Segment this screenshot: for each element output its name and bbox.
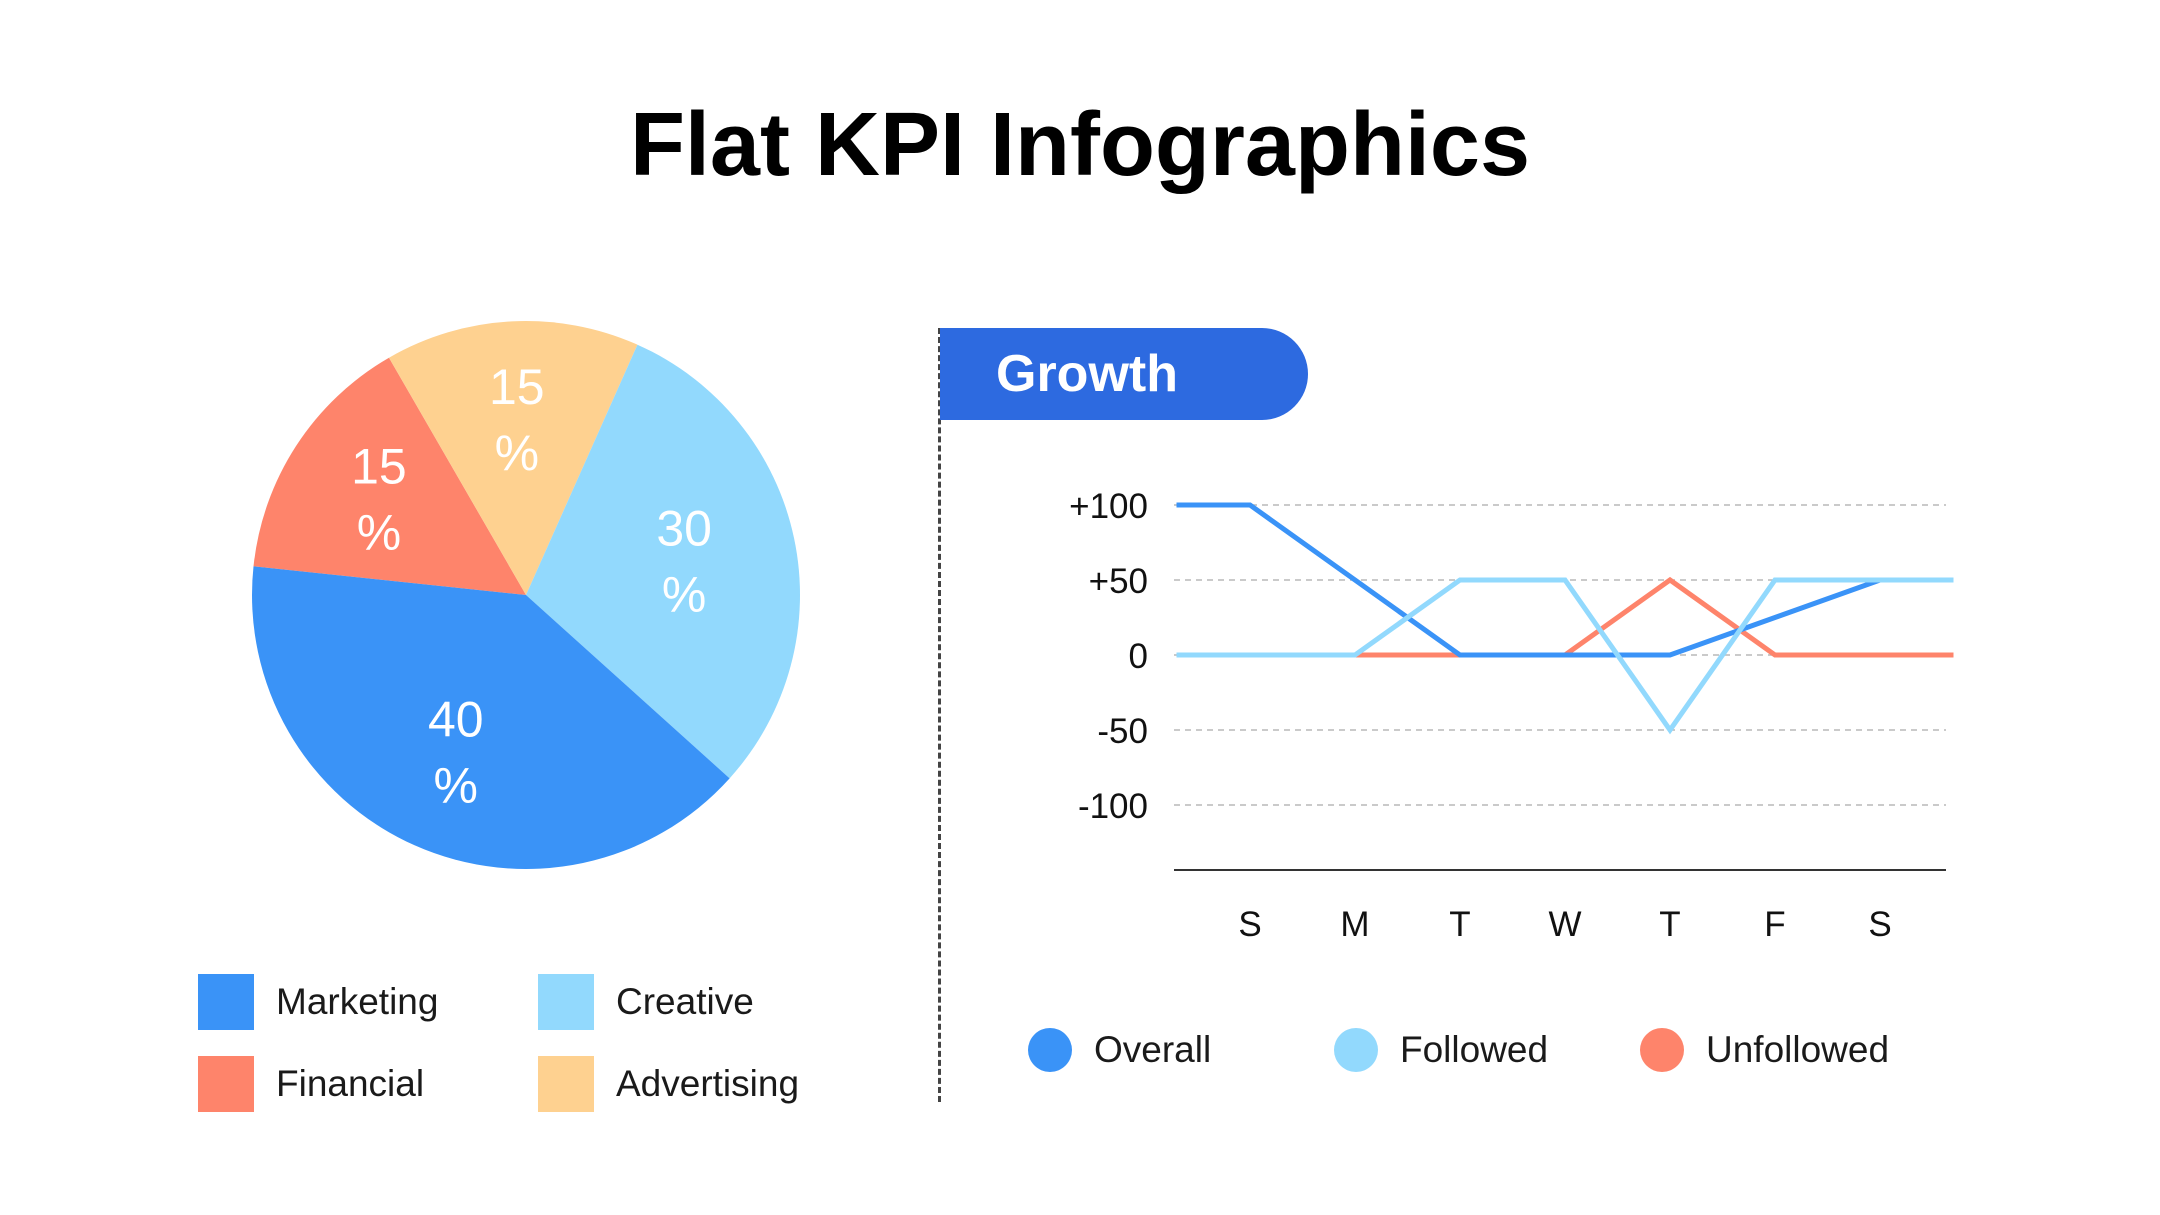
- legend-swatch-creative: [538, 974, 594, 1030]
- legend-item-marketing: Marketing: [198, 974, 438, 1030]
- pie-slice-marketing: [252, 566, 730, 869]
- pie-slice-creative: [526, 344, 801, 779]
- line-legend-overall: Overall: [1028, 1028, 1211, 1072]
- legend-swatch-financial: [198, 1056, 254, 1112]
- pie-label-value-financial: 15: [351, 438, 407, 494]
- legend-label-marketing: Marketing: [276, 981, 439, 1022]
- pie-label-percent-creative: %: [662, 566, 706, 622]
- legend-dot-unfollowed: [1640, 1028, 1684, 1072]
- legend-label-financial: Financial: [276, 1063, 425, 1104]
- line-legend-label-followed: Followed: [1400, 1029, 1549, 1070]
- growth-label: Growth: [996, 345, 1178, 403]
- x-tick-label: M: [1340, 905, 1369, 944]
- legend-item-advertising: Advertising: [538, 1056, 799, 1112]
- x-tick-label: S: [1868, 905, 1891, 944]
- pie-label-value-advertising: 15: [489, 359, 545, 415]
- line-legend-followed: Followed: [1334, 1028, 1548, 1072]
- y-tick-label: -50: [1097, 712, 1148, 751]
- legend-dot-overall: [1028, 1028, 1072, 1072]
- x-tick-label: T: [1449, 905, 1470, 944]
- pie-slice-advertising: [389, 320, 638, 595]
- pie-label-percent-marketing: %: [434, 758, 478, 814]
- line-legend-label-overall: Overall: [1094, 1029, 1212, 1070]
- legend-label-advertising: Advertising: [616, 1063, 800, 1104]
- page-title: Flat KPI Infographics: [629, 95, 1531, 195]
- pie-chart: 15% 15% 30% 40%: [252, 320, 801, 869]
- series-line-unfollowed: [1176, 576, 1954, 658]
- y-tick-label: +100: [1069, 487, 1148, 526]
- legend-swatch-advertising: [538, 1056, 594, 1112]
- x-tick-label: F: [1764, 905, 1785, 944]
- x-tick-label: T: [1659, 905, 1680, 944]
- legend-label-creative: Creative: [616, 981, 754, 1022]
- line-legend-unfollowed: Unfollowed: [1640, 1028, 1889, 1072]
- growth-tab: Growth: [940, 328, 1308, 420]
- y-tick-label: 0: [1129, 637, 1148, 676]
- series-line-followed: [1176, 577, 1954, 735]
- pie-label-value-marketing: 40: [428, 692, 484, 748]
- pie-label-value-creative: 30: [656, 500, 712, 556]
- dashed-divider: [938, 328, 941, 1102]
- legend-dot-followed: [1334, 1028, 1378, 1072]
- y-tick-label: -100: [1078, 787, 1148, 826]
- x-tick-label: W: [1548, 905, 1581, 944]
- pie-label-percent-financial: %: [357, 504, 401, 560]
- x-tick-label: S: [1238, 905, 1261, 944]
- line-chart: +100 +50 0 -50 -100 S M T W T F S: [1069, 487, 1954, 944]
- pie-slice-financial: [253, 357, 526, 595]
- legend-swatch-marketing: [198, 974, 254, 1030]
- legend-item-financial: Financial: [198, 1056, 424, 1112]
- legend-item-creative: Creative: [538, 974, 754, 1030]
- pie-label-percent-advertising: %: [495, 425, 539, 481]
- line-legend-label-unfollowed: Unfollowed: [1706, 1029, 1890, 1070]
- y-tick-label: +50: [1089, 562, 1148, 601]
